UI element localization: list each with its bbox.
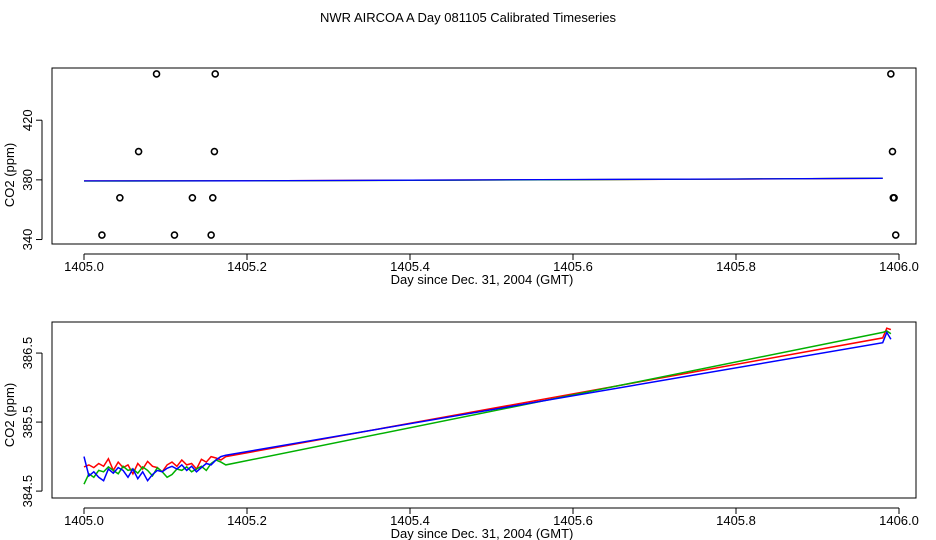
- plot-frame: [51, 321, 917, 499]
- x-tick-label: 1406.0: [879, 513, 919, 528]
- data-point: [211, 70, 220, 78]
- figure-title: NWR AIRCOA A Day 081105 Calibrated Times…: [320, 10, 616, 25]
- x-tick-label: 1405.8: [716, 259, 756, 274]
- x-axis-label: Day since Dec. 31, 2004 (GMT): [391, 526, 574, 540]
- x-tick-label: 1405.6: [553, 513, 593, 528]
- y-tick-label: 386.5: [20, 337, 35, 370]
- data-point: [98, 231, 106, 239]
- data-point: [188, 193, 197, 202]
- x-axis-label: Day since Dec. 31, 2004 (GMT): [391, 272, 574, 287]
- plot-frame: [51, 67, 917, 245]
- data-point: [888, 147, 897, 156]
- top-panel: 1405.0 1405.2 1405.4 1405.6 1405.8 1406.0 Day …: [2, 67, 919, 287]
- y-tick-label: 420: [20, 109, 35, 131]
- data-point: [890, 193, 898, 202]
- x-tick-label: 1405.2: [227, 513, 267, 528]
- x-tick-label: 1405.0: [64, 259, 104, 274]
- y-tick-label: 385.5: [20, 406, 35, 439]
- data-point: [891, 231, 900, 239]
- y-tick-label: 384.5: [20, 475, 35, 508]
- series-line-blue: [83, 177, 883, 182]
- x-tick-label: 1405.6: [553, 259, 593, 274]
- x-tick-label: 1405.2: [227, 259, 267, 274]
- x-tick-label: 1405.4: [390, 513, 430, 528]
- data-point: [207, 231, 215, 239]
- bottom-panel: 1405.0 1405.2 1405.4 1405.6 1405.8 1406.0 Day …: [2, 321, 919, 540]
- x-tick-label: 1405.4: [390, 259, 430, 274]
- data-point: [887, 70, 895, 78]
- data-point: [210, 147, 219, 156]
- y-tick-label: 380: [20, 169, 35, 191]
- x-tick-label: 1405.0: [64, 513, 104, 528]
- series-line-red: [83, 327, 892, 476]
- x-tick-label: 1405.8: [716, 513, 756, 528]
- data-point: [116, 193, 124, 202]
- x-tick-label: 1406.0: [879, 259, 919, 274]
- series-line-blue: [83, 330, 892, 483]
- data-point: [134, 147, 143, 156]
- data-point: [170, 231, 179, 239]
- data-point: [152, 70, 161, 78]
- y-axis-label: CO2 (ppm): [2, 383, 17, 447]
- data-point: [208, 193, 217, 202]
- y-tick-label: 340: [20, 229, 35, 251]
- y-axis-label: CO2 (ppm): [2, 143, 17, 207]
